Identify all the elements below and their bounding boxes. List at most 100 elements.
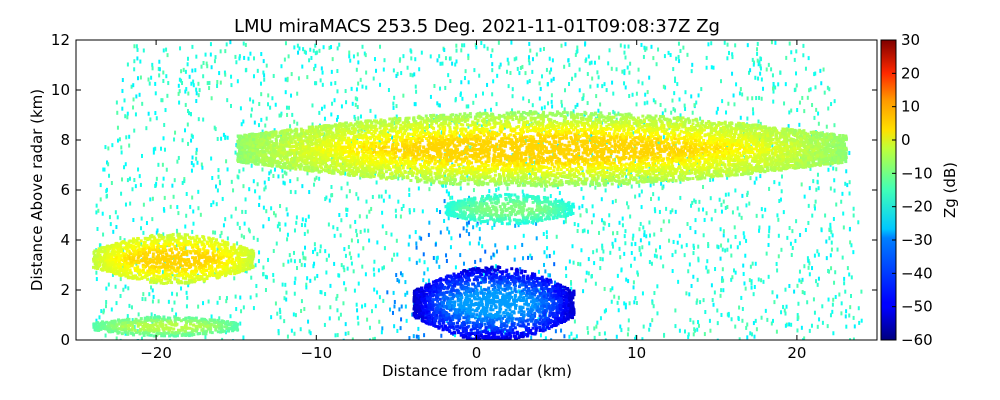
echo-speckle (671, 208, 674, 213)
echo-speckle (602, 220, 605, 225)
echo-speckle (372, 148, 375, 153)
echo-speckle (570, 331, 573, 336)
echo-speckle (721, 247, 724, 252)
echo-cell (378, 162, 382, 166)
echo-speckle (627, 44, 630, 49)
echo-speckle (771, 73, 774, 78)
echo-speckle (148, 292, 151, 297)
echo-speckle (190, 81, 193, 86)
echo-speckle (537, 269, 540, 274)
echo-speckle (817, 111, 820, 116)
echo-speckle (226, 167, 229, 172)
echo-speckle (357, 116, 360, 121)
echo-speckle (702, 233, 705, 238)
echo-cell (515, 148, 519, 152)
echo-speckle (617, 184, 620, 189)
echo-cell (554, 145, 558, 149)
echo-cell (663, 129, 667, 133)
echo-speckle (133, 59, 136, 64)
echo-speckle (709, 328, 712, 333)
echo-speckle (134, 184, 137, 189)
echo-speckle (619, 324, 622, 329)
echo-cell (637, 141, 641, 145)
echo-speckle (521, 189, 524, 194)
echo-speckle (817, 121, 820, 126)
echo-speckle (697, 207, 700, 212)
echo-speckle (138, 174, 141, 179)
echo-speckle (628, 70, 631, 75)
echo-speckle (352, 269, 355, 274)
echo-speckle (739, 87, 742, 92)
echo-speckle (399, 326, 402, 331)
echo-speckle (185, 304, 188, 309)
echo-speckle (197, 93, 200, 98)
echo-speckle (649, 322, 652, 327)
echo-speckle (174, 130, 177, 135)
echo-speckle (755, 213, 758, 218)
echo-speckle (707, 42, 710, 47)
echo-speckle (800, 182, 803, 187)
echo-speckle (119, 293, 122, 298)
echo-cell (308, 146, 312, 150)
echo-speckle (186, 295, 189, 300)
echo-speckle (850, 275, 853, 280)
echo-cell (458, 153, 462, 157)
echo-speckle (724, 192, 727, 197)
echo-speckle (133, 128, 136, 133)
echo-cell (658, 158, 662, 162)
echo-cell (557, 161, 561, 165)
echo-speckle (760, 207, 763, 212)
echo-speckle (220, 230, 223, 235)
echo-cell (665, 136, 669, 140)
echo-speckle (318, 110, 321, 115)
echo-speckle (133, 67, 136, 72)
echo-cell (548, 183, 552, 187)
echo-speckle (248, 187, 251, 192)
echo-speckle (128, 303, 131, 308)
echo-speckle (346, 181, 349, 186)
echo-cell (575, 141, 579, 145)
echo-cell (552, 127, 556, 131)
echo-speckle (150, 75, 153, 80)
echo-speckle (637, 272, 640, 277)
echo-speckle (790, 50, 793, 55)
echo-speckle (705, 55, 708, 60)
echo-speckle (804, 66, 807, 71)
echo-speckle (516, 66, 519, 71)
echo-speckle (436, 101, 439, 106)
echo-cell (500, 140, 504, 144)
echo-cell (478, 176, 482, 180)
echo-speckle (679, 113, 682, 118)
echo-speckle (300, 262, 303, 267)
echo-speckle (593, 60, 596, 65)
echo-speckle (214, 55, 217, 60)
echo-cell (347, 127, 351, 131)
echo-cell (512, 145, 516, 149)
echo-speckle (813, 253, 816, 258)
echo-speckle (242, 184, 245, 189)
echo-speckle (490, 53, 493, 58)
echo-speckle (674, 308, 677, 313)
echo-speckle (780, 247, 783, 252)
echo-speckle (217, 168, 220, 173)
echo-cell (775, 142, 779, 146)
echo-cell (251, 132, 255, 136)
echo-cell (673, 141, 677, 145)
echo-speckle (293, 291, 296, 296)
echo-speckle (344, 171, 347, 176)
echo-speckle (757, 277, 760, 282)
echo-speckle (320, 290, 323, 295)
echo-speckle (359, 229, 362, 234)
echo-speckle (648, 241, 651, 246)
echo-cell (518, 181, 522, 185)
echo-speckle (439, 209, 442, 214)
echo-speckle (660, 227, 663, 232)
echo-speckle (547, 273, 550, 278)
echo-speckle (650, 261, 653, 266)
echo-speckle (753, 284, 756, 289)
echo-speckle (510, 40, 513, 45)
echo-speckle (229, 314, 232, 319)
echo-speckle (412, 334, 415, 339)
echo-speckle (727, 192, 730, 197)
echo-speckle (651, 300, 654, 305)
